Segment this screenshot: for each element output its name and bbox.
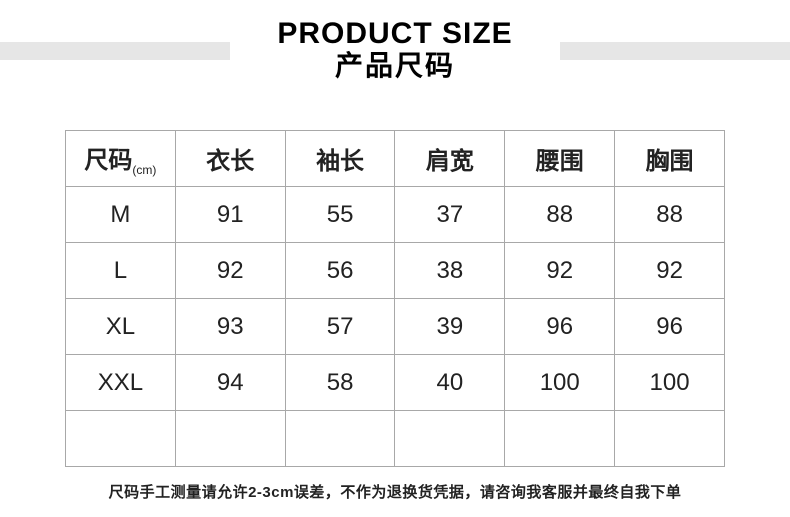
table-row: M 91 55 37 88 88 <box>66 187 725 243</box>
cell-size: XXL <box>66 355 176 411</box>
cell-value: 88 <box>615 187 725 243</box>
cell-value: 91 <box>175 187 285 243</box>
measurement-note: 尺码手工测量请允许2-3cm误差，不作为退换货凭据，请咨询我客服并最终自我下单 <box>65 481 725 502</box>
col-size: 尺码(cm) <box>66 131 176 187</box>
table-row: XL 93 57 39 96 96 <box>66 299 725 355</box>
cell-value <box>285 411 395 467</box>
cell-value: 92 <box>175 243 285 299</box>
col-sleeve: 袖长 <box>285 131 395 187</box>
cell-value <box>395 411 505 467</box>
cell-value: 100 <box>505 355 615 411</box>
cell-value: 39 <box>395 299 505 355</box>
cell-value: 100 <box>615 355 725 411</box>
cell-size: L <box>66 243 176 299</box>
table-header-row: 尺码(cm) 衣长 袖长 肩宽 腰围 胸围 <box>66 131 725 187</box>
cell-value: 96 <box>615 299 725 355</box>
cell-value: 38 <box>395 243 505 299</box>
cell-size <box>66 411 176 467</box>
table-row: XXL 94 58 40 100 100 <box>66 355 725 411</box>
title-block: PRODUCT SIZE 产品尺码 <box>230 18 560 82</box>
cell-value: 96 <box>505 299 615 355</box>
col-size-unit: (cm) <box>132 163 156 177</box>
cell-size: M <box>66 187 176 243</box>
cell-value <box>615 411 725 467</box>
table-body: M 91 55 37 88 88 L 92 56 38 92 92 XL 93 … <box>66 187 725 467</box>
cell-value: 92 <box>505 243 615 299</box>
cell-value: 92 <box>615 243 725 299</box>
cell-value: 58 <box>285 355 395 411</box>
cell-value: 94 <box>175 355 285 411</box>
col-length: 衣长 <box>175 131 285 187</box>
cell-value: 40 <box>395 355 505 411</box>
col-waist: 腰围 <box>505 131 615 187</box>
cell-value: 56 <box>285 243 395 299</box>
col-chest: 胸围 <box>615 131 725 187</box>
header-band: PRODUCT SIZE 产品尺码 <box>0 0 790 100</box>
cell-value: 88 <box>505 187 615 243</box>
cell-value <box>505 411 615 467</box>
title-chinese: 产品尺码 <box>240 50 550 82</box>
title-english: PRODUCT SIZE <box>240 18 550 50</box>
table-row <box>66 411 725 467</box>
cell-value: 55 <box>285 187 395 243</box>
cell-value: 37 <box>395 187 505 243</box>
size-table: 尺码(cm) 衣长 袖长 肩宽 腰围 胸围 M 91 55 37 88 88 L… <box>65 130 725 467</box>
cell-value: 57 <box>285 299 395 355</box>
col-shoulder: 肩宽 <box>395 131 505 187</box>
cell-value: 93 <box>175 299 285 355</box>
col-size-label: 尺码 <box>84 147 132 174</box>
cell-size: XL <box>66 299 176 355</box>
cell-value <box>175 411 285 467</box>
table-row: L 92 56 38 92 92 <box>66 243 725 299</box>
